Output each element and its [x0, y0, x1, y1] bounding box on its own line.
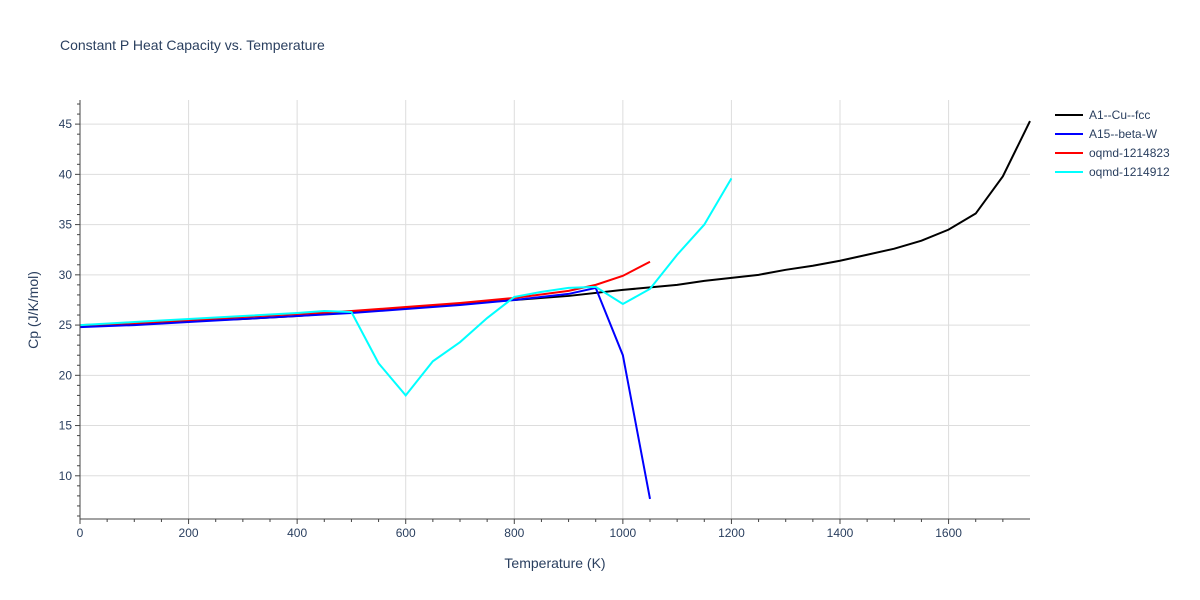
x-tick-label: 1000 [610, 526, 637, 540]
x-axis-label: Temperature (K) [504, 555, 605, 571]
x-tick-label: 1400 [827, 526, 854, 540]
y-axis-label: Cp (J/K/mol) [25, 271, 41, 349]
legend-label: A1--Cu--fcc [1089, 108, 1150, 122]
y-tick-label: 30 [59, 268, 73, 282]
x-tick-label: 800 [504, 526, 524, 540]
y-tick-label: 40 [59, 167, 73, 181]
y-tick-label: 10 [59, 469, 73, 483]
legend-label: oqmd-1214912 [1089, 165, 1170, 179]
series-line-oqmd-1214823 [79, 260, 651, 327]
chart-title: Constant P Heat Capacity vs. Temperature [60, 37, 325, 53]
y-tick-label: 35 [59, 218, 73, 232]
series-line-oqmd-1214912 [79, 177, 733, 397]
x-tick-label: 600 [396, 526, 416, 540]
x-tick-label: 1200 [718, 526, 745, 540]
x-tick-label: 0 [77, 526, 84, 540]
y-tick-label: 15 [59, 419, 73, 433]
y-tick-label: 25 [59, 318, 73, 332]
legend-label: A15--beta-W [1089, 127, 1158, 141]
x-tick-label: 400 [287, 526, 307, 540]
x-tick-label: 200 [179, 526, 199, 540]
y-tick-label: 45 [59, 117, 73, 131]
x-tick-label: 1600 [935, 526, 962, 540]
legend-label: oqmd-1214823 [1089, 146, 1170, 160]
y-tick-label: 20 [59, 368, 73, 382]
